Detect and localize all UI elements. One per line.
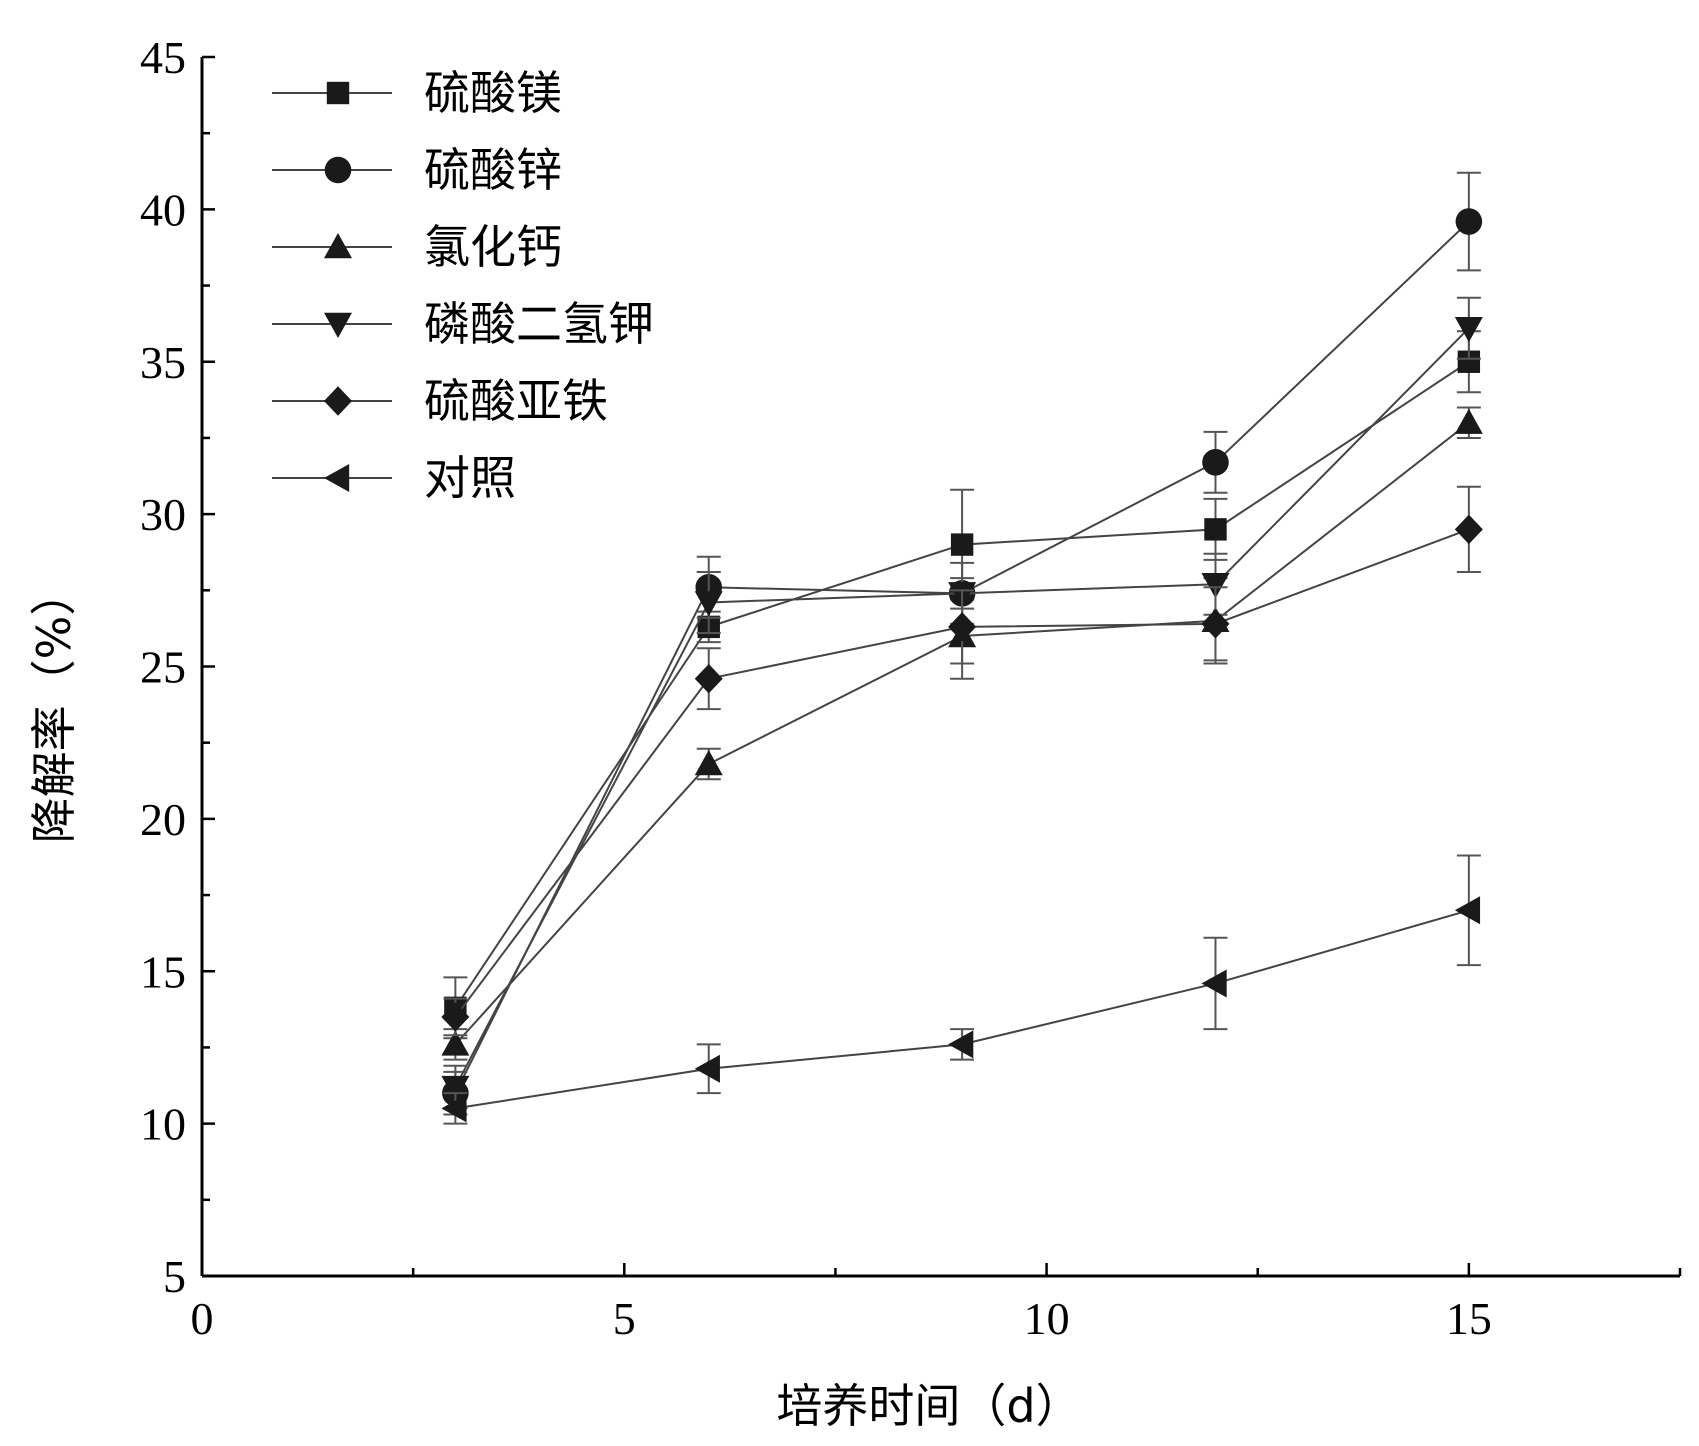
data-point — [1202, 449, 1229, 476]
y-tick-label: 25 — [140, 642, 186, 693]
data-point — [441, 1075, 470, 1102]
y-tick-label: 20 — [140, 794, 186, 845]
data-series — [441, 171, 1483, 1125]
legend-label: 硫酸锌 — [424, 143, 562, 197]
data-point — [1201, 573, 1230, 599]
legend-item: 硫酸亚铁 — [272, 374, 608, 428]
legend-marker — [324, 312, 352, 338]
legend-label: 对照 — [424, 451, 516, 505]
legend-item: 对照 — [272, 451, 516, 505]
data-point — [1201, 609, 1230, 639]
data-point — [1454, 514, 1483, 545]
data-point — [694, 750, 723, 776]
y-tick-label: 35 — [140, 337, 186, 388]
legend-label: 硫酸亚铁 — [424, 374, 608, 428]
x-axis-title: 培养时间（d） — [776, 1379, 1081, 1433]
y-tick-label: 5 — [163, 1251, 186, 1302]
data-point — [1454, 317, 1483, 343]
y-tick-label: 15 — [140, 946, 186, 997]
data-point — [1454, 408, 1483, 434]
data-point — [441, 1094, 467, 1123]
data-point — [441, 1030, 470, 1056]
series-5 — [441, 485, 1483, 1037]
data-point — [1454, 896, 1481, 925]
y-tick-label: 45 — [140, 32, 186, 83]
data-point — [694, 663, 723, 694]
y-tick-label: 30 — [140, 489, 186, 540]
y-axis-title: 降解率（%） — [27, 570, 81, 844]
x-tick-label: 5 — [613, 1293, 636, 1344]
legend-label: 磷酸二氢钾 — [424, 297, 654, 351]
series-6 — [441, 854, 1481, 1125]
legend-item: 磷酸二氢钾 — [272, 297, 654, 351]
data-point — [948, 1030, 974, 1059]
data-point — [1204, 518, 1227, 541]
x-tick-label: 10 — [1024, 1293, 1070, 1344]
data-point — [694, 1054, 720, 1083]
data-point — [694, 591, 723, 617]
legend-marker — [324, 464, 350, 492]
data-point — [948, 612, 977, 642]
x-tick-label: 0 — [191, 1293, 214, 1344]
data-point — [1457, 350, 1481, 373]
legend-marker — [324, 156, 352, 184]
series-1 — [443, 330, 1481, 1040]
data-point — [1201, 969, 1227, 998]
legend-item: 硫酸镁 — [272, 66, 562, 120]
legend-item: 硫酸锌 — [272, 143, 562, 197]
data-point — [1455, 208, 1483, 235]
series-line — [454, 360, 1470, 1009]
legend-label: 氯化钙 — [424, 220, 562, 274]
series-line — [455, 909, 1470, 1110]
legend-label: 硫酸镁 — [424, 66, 562, 120]
legend-marker — [324, 386, 352, 416]
data-point — [950, 533, 974, 556]
series-line — [454, 327, 1470, 1088]
legend-marker — [326, 81, 350, 105]
y-tick-label: 10 — [140, 1099, 186, 1150]
legend-marker — [324, 233, 352, 259]
y-tick-label: 40 — [140, 184, 186, 235]
data-point — [441, 1002, 470, 1032]
x-tick-label: 15 — [1446, 1293, 1492, 1344]
legend-item: 氯化钙 — [272, 220, 562, 274]
